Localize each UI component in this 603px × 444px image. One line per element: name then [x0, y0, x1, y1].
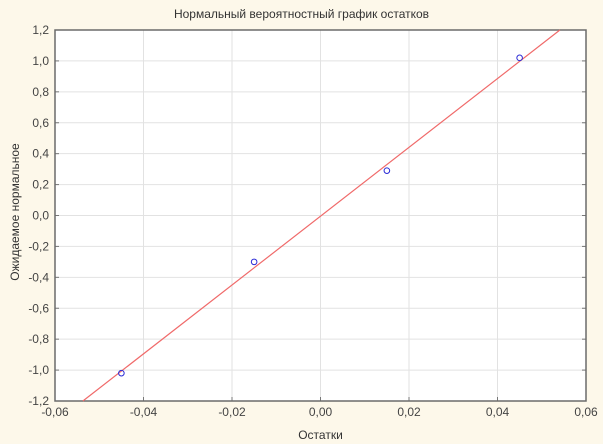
- x-axis-label: Остатки: [298, 428, 343, 442]
- y-tick-label: -0,8: [28, 332, 49, 346]
- chart-title: Нормальный вероятностный график остатков: [173, 7, 430, 21]
- y-tick-label: 1,0: [32, 54, 49, 68]
- x-tick-label: -0,06: [41, 405, 69, 419]
- data-point: [118, 369, 125, 377]
- y-tick-label: 0,6: [32, 116, 49, 130]
- x-tick-label: 0,00: [309, 405, 333, 419]
- y-tick-label: -1,2: [28, 394, 49, 408]
- y-tick-label: 0,2: [32, 178, 49, 192]
- y-tick-label: -0,2: [28, 239, 49, 253]
- plot-frame: [54, 29, 587, 402]
- y-tick-label: -0,6: [28, 301, 49, 315]
- data-point: [516, 54, 523, 62]
- x-tick-label: -0,02: [218, 405, 246, 419]
- y-tick-label: 0,0: [32, 209, 49, 223]
- y-tick-label: 1,2: [32, 23, 49, 37]
- y-tick-label: -0,4: [28, 270, 49, 284]
- y-tick-label: -1,0: [28, 363, 49, 377]
- x-tick-label: -0,04: [130, 405, 158, 419]
- x-tick-label: 0,02: [397, 405, 421, 419]
- x-tick-label: 0,04: [486, 405, 510, 419]
- y-tick-label: 0,8: [32, 85, 49, 99]
- data-point: [250, 258, 258, 266]
- x-tick-label: 0,06: [574, 405, 598, 419]
- y-tick-label: 0,4: [32, 147, 49, 161]
- data-point: [383, 167, 391, 174]
- fit-line: [82, 29, 561, 402]
